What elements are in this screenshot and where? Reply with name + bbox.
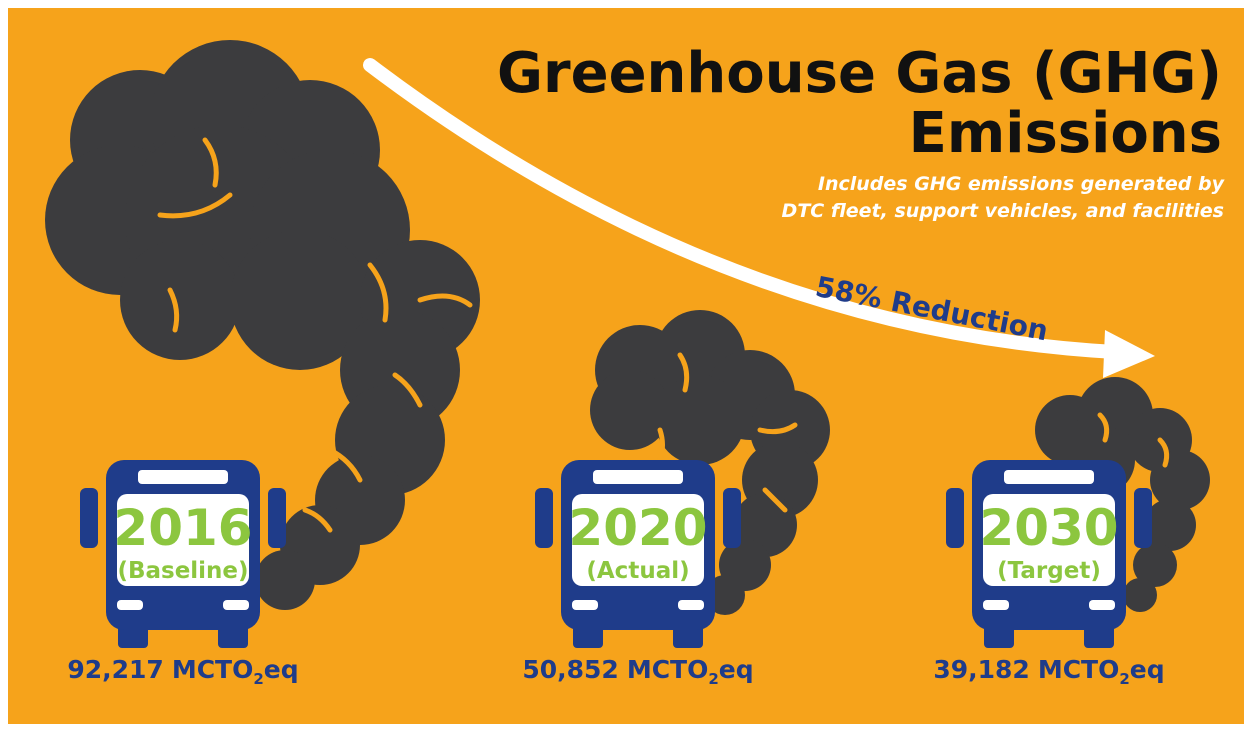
unit: MCTO bbox=[172, 655, 254, 684]
unit: MCTO bbox=[1038, 655, 1120, 684]
sign bbox=[1004, 470, 1094, 484]
unit-subscript: 2 bbox=[253, 670, 263, 688]
value-number: 50,852 bbox=[522, 655, 618, 684]
title: Emissions bbox=[909, 101, 1222, 166]
headlight bbox=[983, 600, 1009, 610]
headlight bbox=[572, 600, 598, 610]
unit-suffix: eq bbox=[719, 655, 754, 684]
year: 2020 bbox=[568, 499, 707, 557]
year-label: (Target) bbox=[997, 558, 1101, 584]
mirror bbox=[535, 488, 553, 548]
unit-suffix: eq bbox=[264, 655, 299, 684]
headlight bbox=[1089, 600, 1115, 610]
year-label: (Actual) bbox=[586, 558, 689, 584]
mirror bbox=[1134, 488, 1152, 548]
year: 2030 bbox=[979, 499, 1118, 557]
mirror bbox=[80, 488, 98, 548]
mirror bbox=[268, 488, 286, 548]
mirror bbox=[946, 488, 964, 548]
headlight bbox=[678, 600, 704, 610]
sign bbox=[593, 470, 683, 484]
unit-subscript: 2 bbox=[708, 670, 718, 688]
infographic: Greenhouse Gas (GHG) Emissions Includes … bbox=[0, 0, 1252, 736]
subtitle: Includes GHG emissions generated by bbox=[818, 173, 1226, 195]
sign bbox=[138, 470, 228, 484]
unit-subscript: 2 bbox=[1119, 670, 1129, 688]
mirror bbox=[723, 488, 741, 548]
value-number: 92,217 bbox=[67, 655, 163, 684]
unit-suffix: eq bbox=[1130, 655, 1165, 684]
year-label: (Baseline) bbox=[117, 558, 248, 584]
headlight bbox=[117, 600, 143, 610]
headlight bbox=[223, 600, 249, 610]
emissions-value: 39,182 MCTO2eq bbox=[933, 655, 1164, 688]
emissions-value: 50,852 MCTO2eq bbox=[522, 655, 753, 688]
subtitle: DTC fleet, support vehicles, and facilit… bbox=[782, 200, 1224, 222]
value-number: 39,182 bbox=[933, 655, 1029, 684]
year: 2016 bbox=[113, 499, 252, 557]
unit: MCTO bbox=[627, 655, 709, 684]
title: Greenhouse Gas (GHG) bbox=[497, 41, 1222, 106]
emissions-value: 92,217 MCTO2eq bbox=[67, 655, 298, 688]
